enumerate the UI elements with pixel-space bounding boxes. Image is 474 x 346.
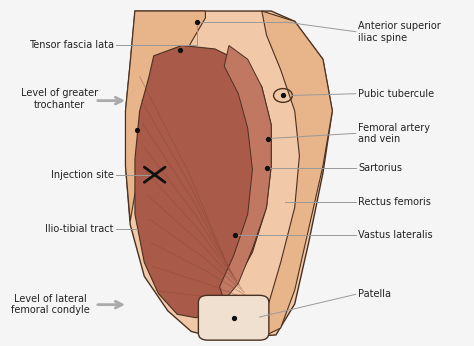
Polygon shape bbox=[126, 11, 205, 221]
Text: Vastus lateralis: Vastus lateralis bbox=[358, 230, 433, 240]
Text: Tensor fascia lata: Tensor fascia lata bbox=[29, 40, 114, 51]
Text: Level of lateral
femoral condyle: Level of lateral femoral condyle bbox=[11, 294, 90, 316]
Text: Pubic tubercule: Pubic tubercule bbox=[358, 89, 434, 99]
Text: Patella: Patella bbox=[358, 289, 391, 299]
Polygon shape bbox=[135, 45, 271, 318]
Polygon shape bbox=[126, 11, 332, 338]
Text: Sartorius: Sartorius bbox=[358, 163, 402, 173]
Text: Anterior superior
iliac spine: Anterior superior iliac spine bbox=[358, 21, 441, 43]
Text: Femoral artery
and vein: Femoral artery and vein bbox=[358, 122, 430, 144]
Polygon shape bbox=[253, 11, 332, 335]
Text: Ilio-tibial tract: Ilio-tibial tract bbox=[46, 224, 114, 234]
Text: Injection site: Injection site bbox=[51, 170, 114, 180]
FancyBboxPatch shape bbox=[199, 295, 269, 340]
Text: Rectus femoris: Rectus femoris bbox=[358, 197, 431, 207]
Text: Level of greater
trochanter: Level of greater trochanter bbox=[21, 88, 98, 110]
Polygon shape bbox=[219, 45, 271, 301]
